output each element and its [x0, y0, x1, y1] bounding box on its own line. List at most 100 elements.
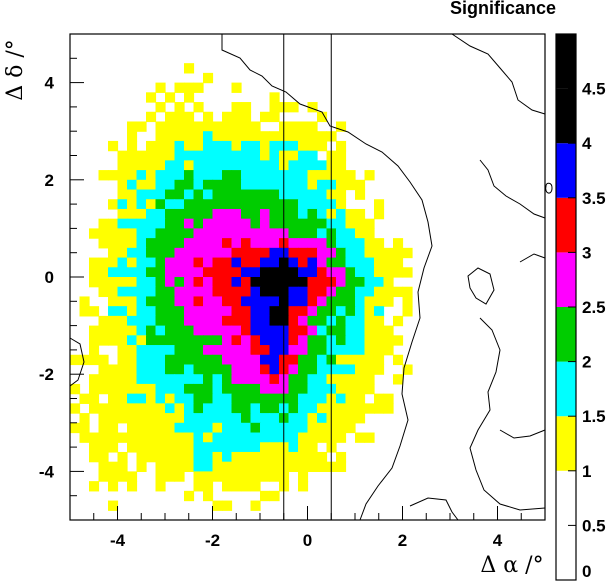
- heatmap-cell: [127, 267, 138, 278]
- heatmap-cell: [136, 383, 147, 395]
- heatmap-cell: [345, 354, 356, 366]
- colorbar-segment: [556, 252, 576, 307]
- y-axis-ticks: -4 -2 0 2 4: [39, 33, 84, 521]
- heatmap-cell: [165, 238, 176, 249]
- heatmap-cell: [307, 150, 318, 161]
- heatmap-cell: [250, 442, 261, 453]
- heatmap-cell: [174, 170, 185, 181]
- heatmap-cell: [117, 286, 128, 298]
- heatmap-cell: [288, 286, 299, 298]
- heatmap-cell: [269, 490, 280, 502]
- heatmap-cell: [269, 160, 280, 171]
- heatmap-cell: [193, 102, 204, 113]
- heatmap-cell: [117, 199, 128, 210]
- heatmap-cell: [203, 471, 214, 482]
- heatmap-cell: [174, 286, 185, 298]
- heatmap-cell: [212, 170, 223, 181]
- heatmap-cell: [336, 335, 347, 346]
- heatmap-cell: [307, 325, 318, 336]
- heatmap-cell: [260, 442, 271, 453]
- heatmap-cell: [250, 354, 261, 366]
- heatmap-cell: [383, 393, 394, 404]
- heatmap-cell: [136, 393, 147, 404]
- heatmap-cell: [269, 140, 280, 152]
- heatmap-cell: [212, 277, 223, 288]
- heatmap-cell: [98, 286, 109, 298]
- heatmap-cell: [184, 63, 195, 74]
- heatmap-cell: [260, 286, 271, 298]
- heatmap-cell: [193, 315, 204, 327]
- heatmap-cell: [307, 286, 318, 298]
- heatmap-cell: [355, 189, 366, 200]
- heatmap-cell: [298, 140, 309, 152]
- heatmap-cell: [193, 296, 204, 307]
- heatmap-cell: [345, 383, 356, 395]
- heatmap-cell: [146, 296, 157, 307]
- heatmap-cell: [374, 296, 385, 307]
- colorbar-tick-label: 1.5: [582, 407, 606, 426]
- heatmap-cell: [165, 354, 176, 366]
- heatmap-cell: [288, 179, 299, 191]
- heatmap-cell: [383, 267, 394, 278]
- heatmap-cell: [250, 218, 261, 229]
- heatmap-cell: [307, 393, 318, 404]
- heatmap-cell: [260, 393, 271, 404]
- heatmap-cell: [250, 403, 261, 414]
- heatmap-cell: [345, 238, 356, 249]
- heatmap-cell: [212, 160, 223, 171]
- heatmap-cell: [203, 364, 214, 375]
- heatmap-cell: [231, 286, 242, 298]
- heatmap-cell: [355, 179, 366, 191]
- heatmap-cell: [117, 189, 128, 200]
- heatmap-cell: [317, 140, 328, 152]
- heatmap-cell: [108, 335, 119, 346]
- heatmap-cell: [307, 335, 318, 346]
- heatmap-cell: [165, 403, 176, 414]
- heatmap-cell: [345, 315, 356, 327]
- heatmap-cell: [108, 228, 119, 239]
- heatmap-cell: [184, 160, 195, 171]
- heatmap-cell: [212, 199, 223, 210]
- heatmap-cell: [155, 374, 166, 385]
- heatmap-cell: [269, 306, 280, 317]
- heatmap-cell: [79, 432, 90, 443]
- heatmap-cell: [174, 296, 185, 307]
- heatmap-cell: [136, 364, 147, 375]
- heatmap-cell: [288, 422, 299, 434]
- heatmap-cell: [288, 238, 299, 249]
- heatmap-cell: [231, 277, 242, 288]
- heatmap-cell: [250, 335, 261, 346]
- heatmap-cell: [155, 335, 166, 346]
- heatmap-cell: [336, 247, 347, 259]
- heatmap-cell: [355, 393, 366, 404]
- heatmap-cell: [193, 140, 204, 152]
- heatmap-cell: [231, 393, 242, 404]
- heatmap-cell: [155, 422, 166, 434]
- heatmap-cell: [203, 208, 214, 220]
- heatmap-cell: [231, 208, 242, 220]
- heatmap-cell: [89, 451, 100, 463]
- contour-line: [409, 497, 459, 521]
- heatmap-cell: [222, 422, 233, 434]
- heatmap-cell: [307, 432, 318, 443]
- heatmap-cell: [117, 277, 128, 288]
- heatmap-cell: [231, 413, 242, 424]
- heatmap-cell: [241, 306, 252, 317]
- heatmap-cell: [203, 131, 214, 142]
- heatmap-cell: [269, 92, 280, 103]
- heatmap-cell: [203, 247, 214, 259]
- heatmap-cell: [288, 315, 299, 327]
- heatmap-cell: [184, 208, 195, 220]
- heatmap-cell: [146, 306, 157, 317]
- heatmap-cell: [260, 315, 271, 327]
- heatmap-cell: [108, 286, 119, 298]
- heatmap-cell: [155, 432, 166, 443]
- heatmap-cell: [260, 306, 271, 317]
- heatmap-cell: [193, 345, 204, 356]
- heatmap-cell: [127, 247, 138, 259]
- heatmap-cell: [364, 335, 375, 346]
- heatmap-cell: [203, 422, 214, 434]
- heatmap-cell: [165, 208, 176, 220]
- heatmap-cell: [374, 267, 385, 278]
- heatmap-cell: [222, 150, 233, 161]
